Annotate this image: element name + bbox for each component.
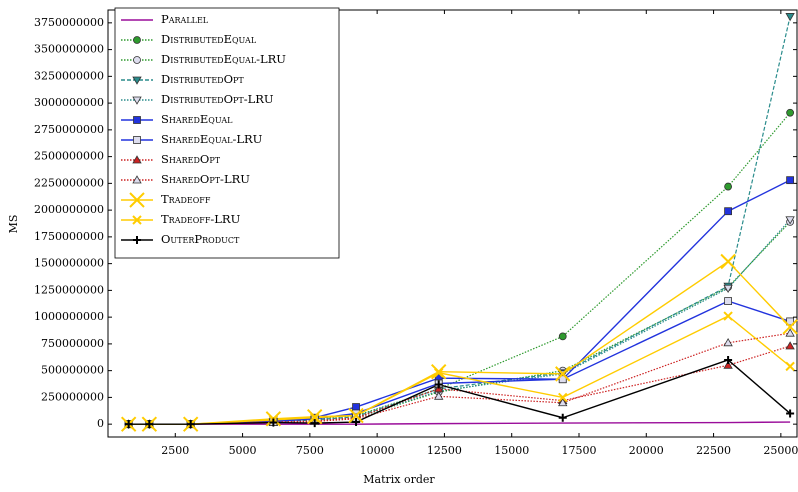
legend-label: OuterProduct bbox=[161, 232, 240, 246]
marker bbox=[724, 355, 733, 364]
series-line bbox=[128, 359, 791, 425]
legend-label: Parallel bbox=[161, 12, 209, 26]
x-tick-label: 7500 bbox=[296, 444, 324, 457]
marker bbox=[133, 36, 141, 44]
marker bbox=[132, 76, 142, 85]
y-tick-label: 2500000000 bbox=[34, 150, 104, 163]
marker bbox=[132, 96, 142, 105]
marker bbox=[723, 360, 733, 369]
legend-label: SharedEqual bbox=[161, 112, 233, 126]
marker bbox=[434, 380, 443, 389]
series-line bbox=[128, 315, 791, 425]
series-line bbox=[128, 332, 791, 425]
marker bbox=[723, 311, 733, 321]
x-axis-label: Matrix order bbox=[363, 473, 435, 486]
plot-frame bbox=[107, 9, 798, 438]
marker bbox=[555, 366, 571, 382]
series-line bbox=[128, 16, 791, 425]
marker bbox=[724, 182, 732, 191]
x-tick-label: 22500 bbox=[696, 444, 731, 457]
y-tick-label: 1000000000 bbox=[34, 310, 104, 323]
legend-label: SharedEqual-LRU bbox=[161, 132, 263, 146]
marker bbox=[352, 403, 360, 411]
series-line bbox=[128, 300, 791, 425]
marker bbox=[785, 216, 795, 225]
marker bbox=[720, 253, 736, 270]
marker bbox=[786, 108, 795, 117]
marker bbox=[782, 319, 798, 335]
y-tick-label: 3250000000 bbox=[34, 69, 104, 82]
legend-label: SharedOpt bbox=[161, 152, 221, 166]
marker bbox=[723, 284, 733, 294]
marker bbox=[785, 341, 795, 350]
marker bbox=[133, 56, 141, 64]
marker bbox=[786, 409, 795, 418]
marker bbox=[309, 413, 320, 423]
legend-label: Tradeoff-LRU bbox=[161, 212, 241, 226]
legend-label: DistributedOpt bbox=[161, 72, 244, 86]
x-tick-label: 2500 bbox=[161, 444, 189, 457]
y-tick-label: 1250000000 bbox=[34, 283, 104, 296]
y-tick-label: 0 bbox=[97, 417, 104, 430]
legend-label: DistributedEqual bbox=[161, 32, 257, 46]
marker bbox=[132, 155, 142, 164]
marker bbox=[133, 236, 141, 244]
marker bbox=[786, 176, 795, 185]
legend-label: DistributedOpt-LRU bbox=[161, 92, 274, 106]
marker bbox=[558, 392, 568, 403]
y-tick-label: 3000000000 bbox=[34, 96, 104, 109]
y-tick-label: 3750000000 bbox=[34, 16, 104, 29]
y-tick-label: 750000000 bbox=[41, 337, 104, 350]
marker bbox=[352, 418, 361, 427]
x-tick-label: 12500 bbox=[427, 444, 462, 457]
series-line bbox=[128, 345, 791, 425]
y-tick-label: 500000000 bbox=[41, 364, 104, 377]
legend-label: Tradeoff bbox=[161, 192, 211, 206]
marker bbox=[434, 391, 444, 400]
marker bbox=[133, 136, 141, 144]
marker bbox=[132, 215, 142, 225]
legend: Parallel DistributedEqual DistributedEqual… bbox=[114, 7, 340, 259]
y-tick-label: 1750000000 bbox=[34, 230, 104, 243]
marker bbox=[724, 297, 732, 305]
marker bbox=[124, 420, 133, 429]
x-tick-label: 15000 bbox=[494, 444, 529, 457]
x-tick-label: 5000 bbox=[229, 444, 257, 457]
y-tick-label: 2250000000 bbox=[34, 176, 104, 189]
marker bbox=[558, 375, 567, 384]
series-line bbox=[128, 260, 791, 425]
marker bbox=[558, 332, 567, 341]
marker bbox=[133, 116, 141, 124]
y-tick-label: 2750000000 bbox=[34, 123, 104, 136]
marker bbox=[785, 361, 795, 372]
marker bbox=[310, 419, 319, 428]
y-axis-label: MS bbox=[7, 215, 20, 234]
marker bbox=[724, 207, 732, 216]
marker bbox=[785, 13, 795, 22]
marker bbox=[351, 410, 361, 421]
marker bbox=[434, 368, 444, 378]
marker bbox=[145, 420, 154, 429]
x-tick-label: 17500 bbox=[561, 444, 596, 457]
x-tick-label: 25000 bbox=[763, 444, 798, 457]
y-tick-label: 2000000000 bbox=[34, 203, 104, 216]
marker bbox=[785, 328, 795, 337]
x-tick-label: 20000 bbox=[629, 444, 664, 457]
legend-box bbox=[114, 7, 340, 259]
marker bbox=[558, 397, 568, 407]
y-tick-label: 3500000000 bbox=[34, 43, 104, 56]
marker bbox=[132, 175, 142, 184]
y-tick-label: 250000000 bbox=[41, 390, 104, 403]
legend-label: DistributedEqual-LRU bbox=[161, 52, 286, 66]
legend-label: SharedOpt-LRU bbox=[161, 172, 250, 186]
marker bbox=[558, 413, 567, 422]
x-tick-label: 10000 bbox=[360, 444, 395, 457]
y-tick-label: 1500000000 bbox=[34, 257, 104, 270]
marker bbox=[786, 317, 795, 326]
marker bbox=[723, 338, 733, 347]
marker bbox=[129, 192, 145, 208]
marker bbox=[186, 420, 195, 429]
marker bbox=[269, 418, 278, 427]
